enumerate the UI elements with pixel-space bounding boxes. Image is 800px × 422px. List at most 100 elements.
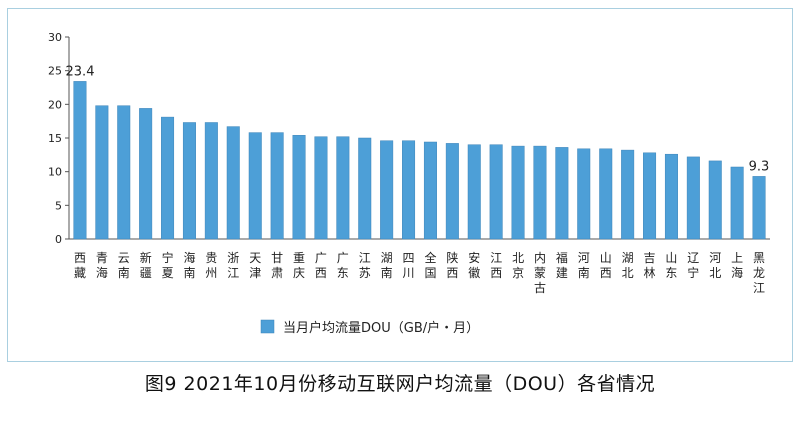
x-tick-label-char: 东 <box>665 266 677 280</box>
x-tick-label-char: 北 <box>512 251 524 265</box>
y-tick-label: 15 <box>48 132 62 145</box>
x-tick-label-char: 国 <box>424 266 436 280</box>
x-tick-label-char: 吉 <box>643 251 655 265</box>
x-tick-label-char: 津 <box>249 266 261 280</box>
bar-广东 <box>336 136 350 240</box>
x-tick-label-char: 重 <box>293 251 305 265</box>
x-tick-label-char: 全 <box>424 250 436 265</box>
x-tick-label-char: 江 <box>227 266 239 280</box>
x-tick-label-char: 天 <box>249 251 261 265</box>
y-tick-label: 20 <box>48 98 62 111</box>
x-tick-label-char: 浙 <box>227 251 239 265</box>
x-tick-label-char: 蒙 <box>534 266 546 280</box>
x-tick-label-char: 海 <box>96 265 108 280</box>
bar-黑龙江 <box>752 176 766 240</box>
x-tick-label-char: 北 <box>709 266 721 280</box>
bar-天津 <box>248 132 262 240</box>
bar-湖南 <box>380 140 394 240</box>
bar-重庆 <box>292 135 306 240</box>
x-tick-label-char: 宁 <box>687 265 699 280</box>
bar-山东 <box>664 153 678 240</box>
x-tick-label-char: 夏 <box>162 266 174 280</box>
bar-全国 <box>423 141 437 240</box>
x-tick-label-char: 陕 <box>446 250 458 265</box>
bar-新疆 <box>139 108 153 240</box>
x-tick-label-char: 青 <box>96 251 108 265</box>
x-tick-label-char: 苏 <box>359 266 371 280</box>
y-tick-label: 0 <box>55 233 62 246</box>
x-tick-label-char: 北 <box>622 266 634 280</box>
x-tick-label-char: 上 <box>731 251 743 265</box>
x-tick-label-char: 徽 <box>468 265 480 280</box>
data-label: 9.3 <box>749 159 770 174</box>
bar-内蒙古 <box>533 145 547 240</box>
bar-四川 <box>402 140 416 240</box>
bar-陕西 <box>445 143 459 240</box>
bar-青海 <box>95 105 109 240</box>
bar-山西 <box>599 148 613 240</box>
bar-浙江 <box>226 126 240 240</box>
x-tick-label-char: 西 <box>490 266 502 280</box>
x-tick-label-char: 甘 <box>271 251 283 265</box>
x-tick-label-char: 林 <box>643 266 655 280</box>
chart-frame <box>7 8 793 362</box>
x-tick-label-char: 东 <box>337 266 349 280</box>
x-tick-label-char: 西 <box>315 266 327 280</box>
legend-label: 当月户均流量DOU（GB/户・月） <box>283 320 479 336</box>
bar-宁夏 <box>161 116 175 240</box>
bar-北京 <box>511 145 525 240</box>
x-tick-label-char: 山 <box>665 251 677 265</box>
bar-海南 <box>182 122 196 240</box>
x-tick-label-char: 州 <box>205 266 217 280</box>
x-tick-label-char: 古 <box>534 280 546 295</box>
x-tick-label-char: 广 <box>315 251 327 265</box>
bar-河南 <box>577 148 591 240</box>
bar-福建 <box>555 147 569 240</box>
x-tick-label-char: 辽 <box>687 251 699 265</box>
bar-江西 <box>489 144 503 240</box>
x-tick-label-char: 福 <box>556 250 568 265</box>
x-tick-label-char: 宁 <box>162 250 174 265</box>
x-tick-label-char: 安 <box>468 250 480 265</box>
x-tick-label-char: 西 <box>600 266 612 280</box>
x-tick-label-char: 南 <box>183 265 195 280</box>
bar-西藏 <box>73 81 87 240</box>
x-tick-label-char: 江 <box>490 251 502 265</box>
x-tick-label-char: 海 <box>731 265 743 280</box>
x-tick-label-char: 河 <box>709 251 721 265</box>
y-tick-label: 25 <box>48 65 62 78</box>
x-tick-label-char: 云 <box>118 251 130 265</box>
bar-吉林 <box>643 152 657 240</box>
x-tick-label-char: 肃 <box>271 266 283 280</box>
x-tick-label-char: 湖 <box>622 250 634 265</box>
x-tick-label-char: 京 <box>512 266 524 280</box>
x-tick-label-char: 龙 <box>753 266 765 280</box>
data-label: 23.4 <box>66 64 95 79</box>
x-tick-label-char: 黑 <box>753 251 765 265</box>
bar-安徽 <box>467 144 481 240</box>
bar-河北 <box>708 160 722 240</box>
bar-贵州 <box>204 122 218 240</box>
bar-云南 <box>117 105 131 240</box>
bar-湖北 <box>621 149 635 240</box>
x-tick-label-char: 江 <box>359 251 371 265</box>
x-tick-label-char: 庆 <box>293 266 305 280</box>
bar-江苏 <box>358 137 372 240</box>
x-tick-label-char: 西 <box>74 251 86 265</box>
figure-caption: 图9 2021年10月份移动互联网户均流量（DOU）各省情况 <box>144 373 656 395</box>
x-tick-label-char: 河 <box>578 251 590 265</box>
x-tick-label-char: 藏 <box>74 266 86 280</box>
x-tick-label-char: 四 <box>402 251 414 265</box>
x-tick-label-char: 山 <box>600 251 612 265</box>
x-tick-label-char: 广 <box>337 251 349 265</box>
x-tick-label-char: 川 <box>402 266 414 280</box>
x-tick-label-char: 贵 <box>205 251 217 265</box>
x-tick-label-char: 疆 <box>140 266 152 280</box>
x-tick-label-char: 南 <box>118 265 130 280</box>
x-tick-label-char: 湖 <box>381 250 393 265</box>
bar-广西 <box>314 136 328 240</box>
legend-swatch <box>260 319 275 334</box>
bar-辽宁 <box>686 156 700 240</box>
x-tick-label-char: 建 <box>556 266 568 280</box>
y-tick-label: 30 <box>48 31 62 44</box>
